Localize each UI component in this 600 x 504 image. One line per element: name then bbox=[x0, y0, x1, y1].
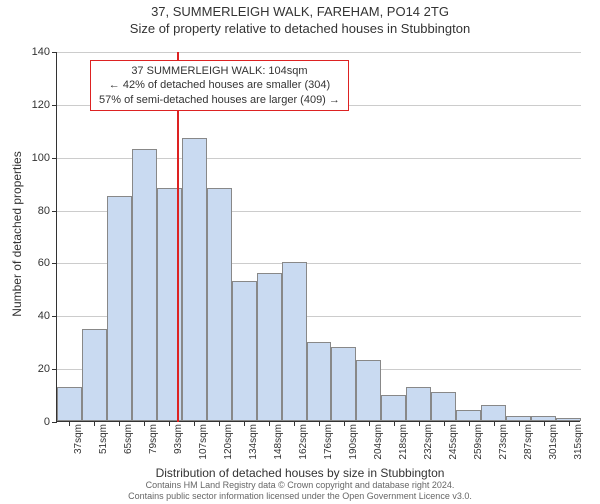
xtick-label: 51sqm bbox=[98, 424, 109, 454]
xtick-mark bbox=[119, 421, 120, 426]
xtick-label: 273sqm bbox=[498, 424, 509, 460]
info-box: 37 SUMMERLEIGH WALK: 104sqm← 42% of deta… bbox=[90, 60, 349, 111]
xtick-mark bbox=[419, 421, 420, 426]
histogram-bar bbox=[57, 387, 82, 421]
xtick-mark bbox=[294, 421, 295, 426]
ytick-mark bbox=[52, 158, 57, 159]
xtick-label: 79sqm bbox=[148, 424, 159, 454]
ytick-mark bbox=[52, 211, 57, 212]
histogram-bar bbox=[431, 392, 456, 421]
ytick-mark bbox=[52, 105, 57, 106]
xtick-label: 315sqm bbox=[573, 424, 584, 460]
xtick-label: 65sqm bbox=[123, 424, 134, 454]
xtick-mark bbox=[319, 421, 320, 426]
histogram-bar bbox=[182, 138, 207, 421]
histogram-bar bbox=[307, 342, 332, 421]
ytick-mark bbox=[52, 369, 57, 370]
xtick-label: 190sqm bbox=[348, 424, 359, 460]
ytick-mark bbox=[52, 316, 57, 317]
xtick-label: 93sqm bbox=[173, 424, 184, 454]
xtick-label: 301sqm bbox=[548, 424, 559, 460]
info-box-line-2: ← 42% of detached houses are smaller (30… bbox=[99, 78, 340, 92]
x-axis-label: Distribution of detached houses by size … bbox=[0, 466, 600, 480]
ytick-mark bbox=[52, 263, 57, 264]
histogram-bar bbox=[107, 196, 132, 421]
histogram-bar bbox=[257, 273, 282, 421]
xtick-mark bbox=[169, 421, 170, 426]
ytick-label: 0 bbox=[20, 416, 50, 428]
copyright-line-1: Contains HM Land Registry data © Crown c… bbox=[0, 480, 600, 491]
histogram-bar bbox=[381, 395, 406, 421]
xtick-label: 204sqm bbox=[373, 424, 384, 460]
histogram-bar bbox=[132, 149, 157, 421]
histogram-bar bbox=[232, 281, 257, 421]
info-box-line-1: 37 SUMMERLEIGH WALK: 104sqm bbox=[99, 64, 340, 78]
xtick-label: 37sqm bbox=[73, 424, 84, 454]
xtick-label: 245sqm bbox=[448, 424, 459, 460]
info-box-line-3: 57% of semi-detached houses are larger (… bbox=[99, 93, 340, 107]
histogram-bar bbox=[481, 405, 506, 421]
xtick-label: 287sqm bbox=[523, 424, 534, 460]
chart-subtitle: Size of property relative to detached ho… bbox=[0, 21, 600, 36]
chart-title: 37, SUMMERLEIGH WALK, FAREHAM, PO14 2TG bbox=[0, 4, 600, 19]
xtick-label: 107sqm bbox=[198, 424, 209, 460]
ytick-label: 40 bbox=[20, 310, 50, 322]
ytick-mark bbox=[52, 52, 57, 53]
xtick-mark bbox=[219, 421, 220, 426]
ytick-label: 140 bbox=[20, 46, 50, 58]
xtick-mark bbox=[544, 421, 545, 426]
ytick-label: 100 bbox=[20, 152, 50, 164]
xtick-mark bbox=[519, 421, 520, 426]
chart-container: 37, SUMMERLEIGH WALK, FAREHAM, PO14 2TG … bbox=[0, 4, 600, 504]
xtick-mark bbox=[369, 421, 370, 426]
xtick-mark bbox=[494, 421, 495, 426]
gridline bbox=[57, 52, 581, 53]
y-axis-label: Number of detached properties bbox=[10, 151, 24, 316]
xtick-label: 162sqm bbox=[298, 424, 309, 460]
xtick-mark bbox=[469, 421, 470, 426]
xtick-mark bbox=[394, 421, 395, 426]
histogram-bar bbox=[282, 262, 307, 421]
xtick-mark bbox=[569, 421, 570, 426]
xtick-mark bbox=[144, 421, 145, 426]
xtick-mark bbox=[344, 421, 345, 426]
ytick-mark bbox=[52, 422, 57, 423]
xtick-label: 232sqm bbox=[423, 424, 434, 460]
xtick-label: 218sqm bbox=[398, 424, 409, 460]
copyright-text: Contains HM Land Registry data © Crown c… bbox=[0, 480, 600, 502]
xtick-label: 148sqm bbox=[273, 424, 284, 460]
xtick-mark bbox=[269, 421, 270, 426]
xtick-mark bbox=[444, 421, 445, 426]
xtick-label: 120sqm bbox=[223, 424, 234, 460]
histogram-bar bbox=[207, 188, 232, 421]
xtick-mark bbox=[244, 421, 245, 426]
ytick-label: 120 bbox=[20, 99, 50, 111]
xtick-label: 176sqm bbox=[323, 424, 334, 460]
xtick-label: 259sqm bbox=[473, 424, 484, 460]
xtick-mark bbox=[194, 421, 195, 426]
xtick-label: 134sqm bbox=[248, 424, 259, 460]
ytick-label: 80 bbox=[20, 205, 50, 217]
histogram-bar bbox=[406, 387, 431, 421]
histogram-bar bbox=[82, 329, 107, 422]
ytick-label: 20 bbox=[20, 363, 50, 375]
histogram-bar bbox=[331, 347, 356, 421]
xtick-mark bbox=[69, 421, 70, 426]
ytick-label: 60 bbox=[20, 257, 50, 269]
histogram-bar bbox=[456, 410, 481, 421]
histogram-bar bbox=[356, 360, 381, 421]
xtick-mark bbox=[94, 421, 95, 426]
